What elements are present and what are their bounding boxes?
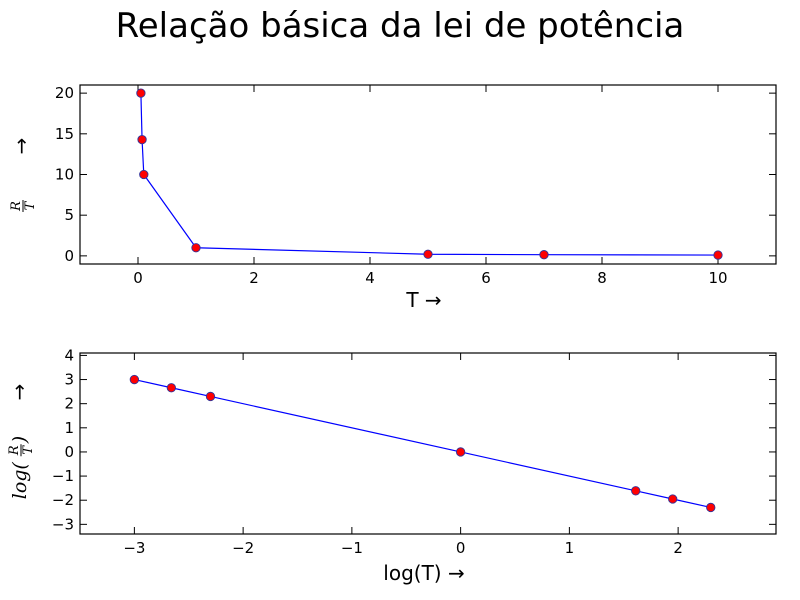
data-point [166, 383, 177, 393]
plot-frame [79, 352, 777, 535]
x-axis-label: T → [405, 288, 441, 312]
x-tick-label: 8 [597, 269, 607, 287]
data-point [205, 391, 216, 402]
x-tick-label: 2 [673, 539, 683, 557]
x-tick-label: −3 [123, 539, 145, 557]
data-point [129, 374, 140, 385]
y-tick-label: 4 [64, 346, 74, 364]
data-point [706, 502, 716, 513]
x-tick-label: 0 [133, 269, 143, 287]
figure-title: Relação básica da lei de potência [115, 6, 685, 46]
chart-1: 0 2 4 6 8 10 0 5 10 15 20 T → → R T [9, 84, 777, 312]
y-tick-label: 0 [64, 247, 74, 265]
y-tick-label: 1 [64, 419, 74, 437]
data-point [136, 88, 146, 98]
y-tick-label: −2 [52, 491, 74, 509]
data-point [455, 447, 466, 457]
y-label-suffix: ) [9, 436, 31, 444]
x-tick-label: −2 [232, 539, 254, 557]
y-label-prefix: log( [9, 462, 31, 500]
series-line [134, 378, 711, 509]
data-point [668, 494, 678, 504]
x-tick-label: −1 [341, 539, 363, 557]
y-label-numerator: R [7, 445, 22, 456]
y-tick-label: 2 [64, 395, 74, 413]
chart-2: −3 −2 −1 0 1 2 −3 −2 −1 0 1 2 3 4 log(T) → → log( R T) [7, 346, 777, 585]
y-label-arrow: → [9, 138, 33, 155]
y-tick-label: 0 [64, 443, 74, 461]
y-tick-label: 3 [64, 371, 74, 389]
plot-frame [79, 84, 777, 265]
data-point [631, 486, 641, 496]
x-tick-label: 0 [456, 539, 466, 557]
y-label-numerator: R [9, 201, 24, 212]
x-tick-label: 2 [249, 269, 259, 287]
x-axis-label: log(T) → [383, 561, 464, 585]
y-label-arrow: → [7, 384, 31, 401]
y-label-denominator: T [23, 200, 38, 210]
y-tick-label: −1 [52, 467, 74, 485]
y-tick-label: 20 [55, 84, 74, 102]
x-tick-label: 6 [481, 269, 491, 287]
y-axis-label: → R T [9, 138, 38, 212]
y-tick-label: 15 [55, 125, 74, 143]
data-point [191, 243, 201, 253]
data-point [137, 134, 147, 145]
data-point [539, 250, 549, 260]
x-tick-label: 4 [365, 269, 375, 287]
y-tick-label: 5 [64, 206, 74, 224]
y-label-denominator: T [21, 445, 36, 455]
data-point [423, 249, 433, 259]
y-label-expression: log( R T) [7, 436, 36, 499]
y-tick-label: 10 [55, 166, 74, 184]
data-point [713, 250, 723, 260]
data-point [139, 169, 149, 180]
series-line [140, 93, 719, 256]
y-axis-label: → log( R T) [7, 384, 36, 500]
x-tick-label: 10 [708, 269, 727, 287]
y-tick-label: −3 [52, 515, 74, 533]
x-tick-label: 1 [565, 539, 575, 557]
